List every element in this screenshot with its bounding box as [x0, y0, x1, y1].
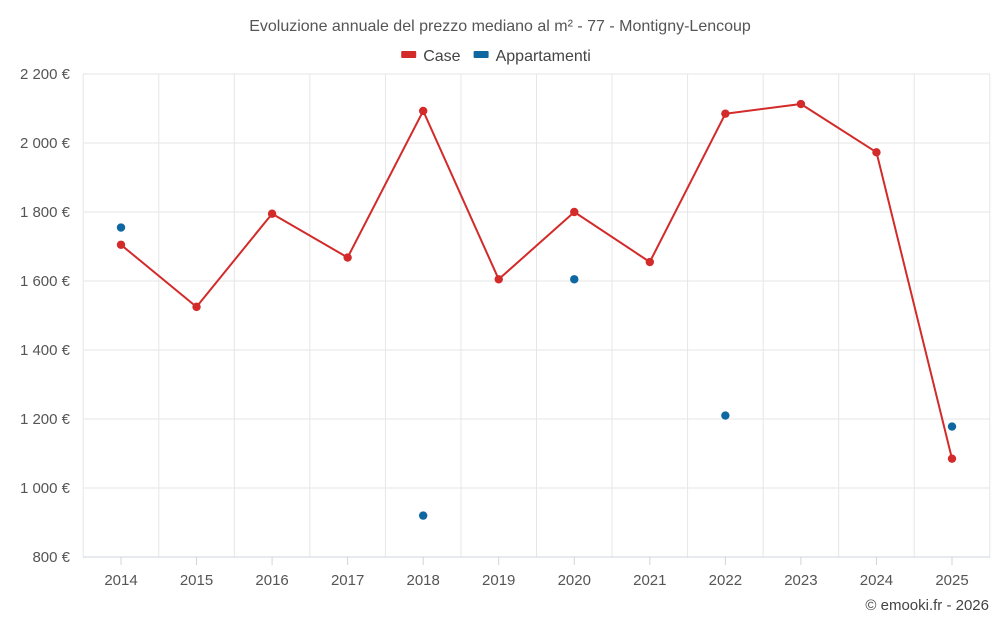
data-point[interactable]: [645, 257, 655, 267]
series-case: [116, 99, 957, 463]
legend-label: Appartamenti: [496, 48, 591, 65]
y-tick-label: 1 800 €: [20, 204, 71, 221]
data-point[interactable]: [570, 207, 579, 217]
data-point[interactable]: [721, 411, 730, 420]
x-tick-label: 2022: [709, 572, 742, 589]
x-tick-label: 2023: [784, 572, 817, 589]
data-point[interactable]: [721, 109, 730, 118]
y-tick-label: 1 600 €: [20, 273, 71, 290]
y-tick-label: 1 400 €: [20, 342, 71, 359]
credit-text: © emooki.fr - 2026: [865, 597, 989, 614]
data-point[interactable]: [418, 106, 428, 116]
x-tick-label: 2019: [482, 572, 515, 589]
legend-label: Case: [423, 48, 460, 65]
data-point[interactable]: [116, 240, 126, 249]
legend-item-appartamenti[interactable]: Appartamenti: [473, 48, 591, 65]
y-tick-label: 1 200 €: [20, 411, 71, 428]
x-tick-label: 2021: [633, 572, 666, 589]
x-tick-label: 2020: [558, 572, 591, 589]
data-point[interactable]: [418, 511, 428, 520]
y-tick-label: 2 000 €: [20, 135, 71, 152]
data-point[interactable]: [267, 209, 277, 218]
x-tick-label: 2025: [935, 572, 968, 589]
data-point[interactable]: [570, 275, 579, 284]
grid: [82, 73, 991, 557]
legend: Case Appartamenti: [401, 48, 591, 65]
y-tick-label: 800 €: [32, 549, 70, 566]
x-tick-label: 2015: [180, 572, 213, 589]
x-tick-label: 2024: [860, 572, 893, 589]
series-layer: [116, 99, 957, 520]
x-tick-label: 2017: [331, 572, 364, 589]
legend-item-case[interactable]: Case: [401, 48, 461, 65]
x-tick-label: 2018: [406, 572, 439, 589]
chart-title: Evoluzione annuale del prezzo mediano al…: [249, 18, 751, 35]
data-point[interactable]: [343, 253, 352, 262]
data-point[interactable]: [116, 223, 126, 232]
x-tick-label: 2014: [104, 572, 137, 589]
series-appartamenti: [116, 223, 957, 520]
data-point[interactable]: [192, 302, 201, 312]
data-point[interactable]: [796, 99, 806, 109]
x-tick-label: 2016: [255, 572, 288, 589]
y-tick-label: 2 200 €: [20, 66, 71, 83]
y-tick-label: 1 000 €: [20, 480, 71, 497]
series-line: [120, 103, 953, 459]
legend-swatch: [401, 51, 417, 58]
data-point[interactable]: [494, 275, 503, 284]
axes: 800 € 1 000 € 1 200 € 1 400 € 1 600 € 1 800 €…: [20, 66, 990, 589]
data-point[interactable]: [872, 148, 881, 157]
data-point[interactable]: [947, 422, 957, 431]
legend-swatch: [473, 51, 489, 58]
data-point[interactable]: [947, 454, 957, 463]
